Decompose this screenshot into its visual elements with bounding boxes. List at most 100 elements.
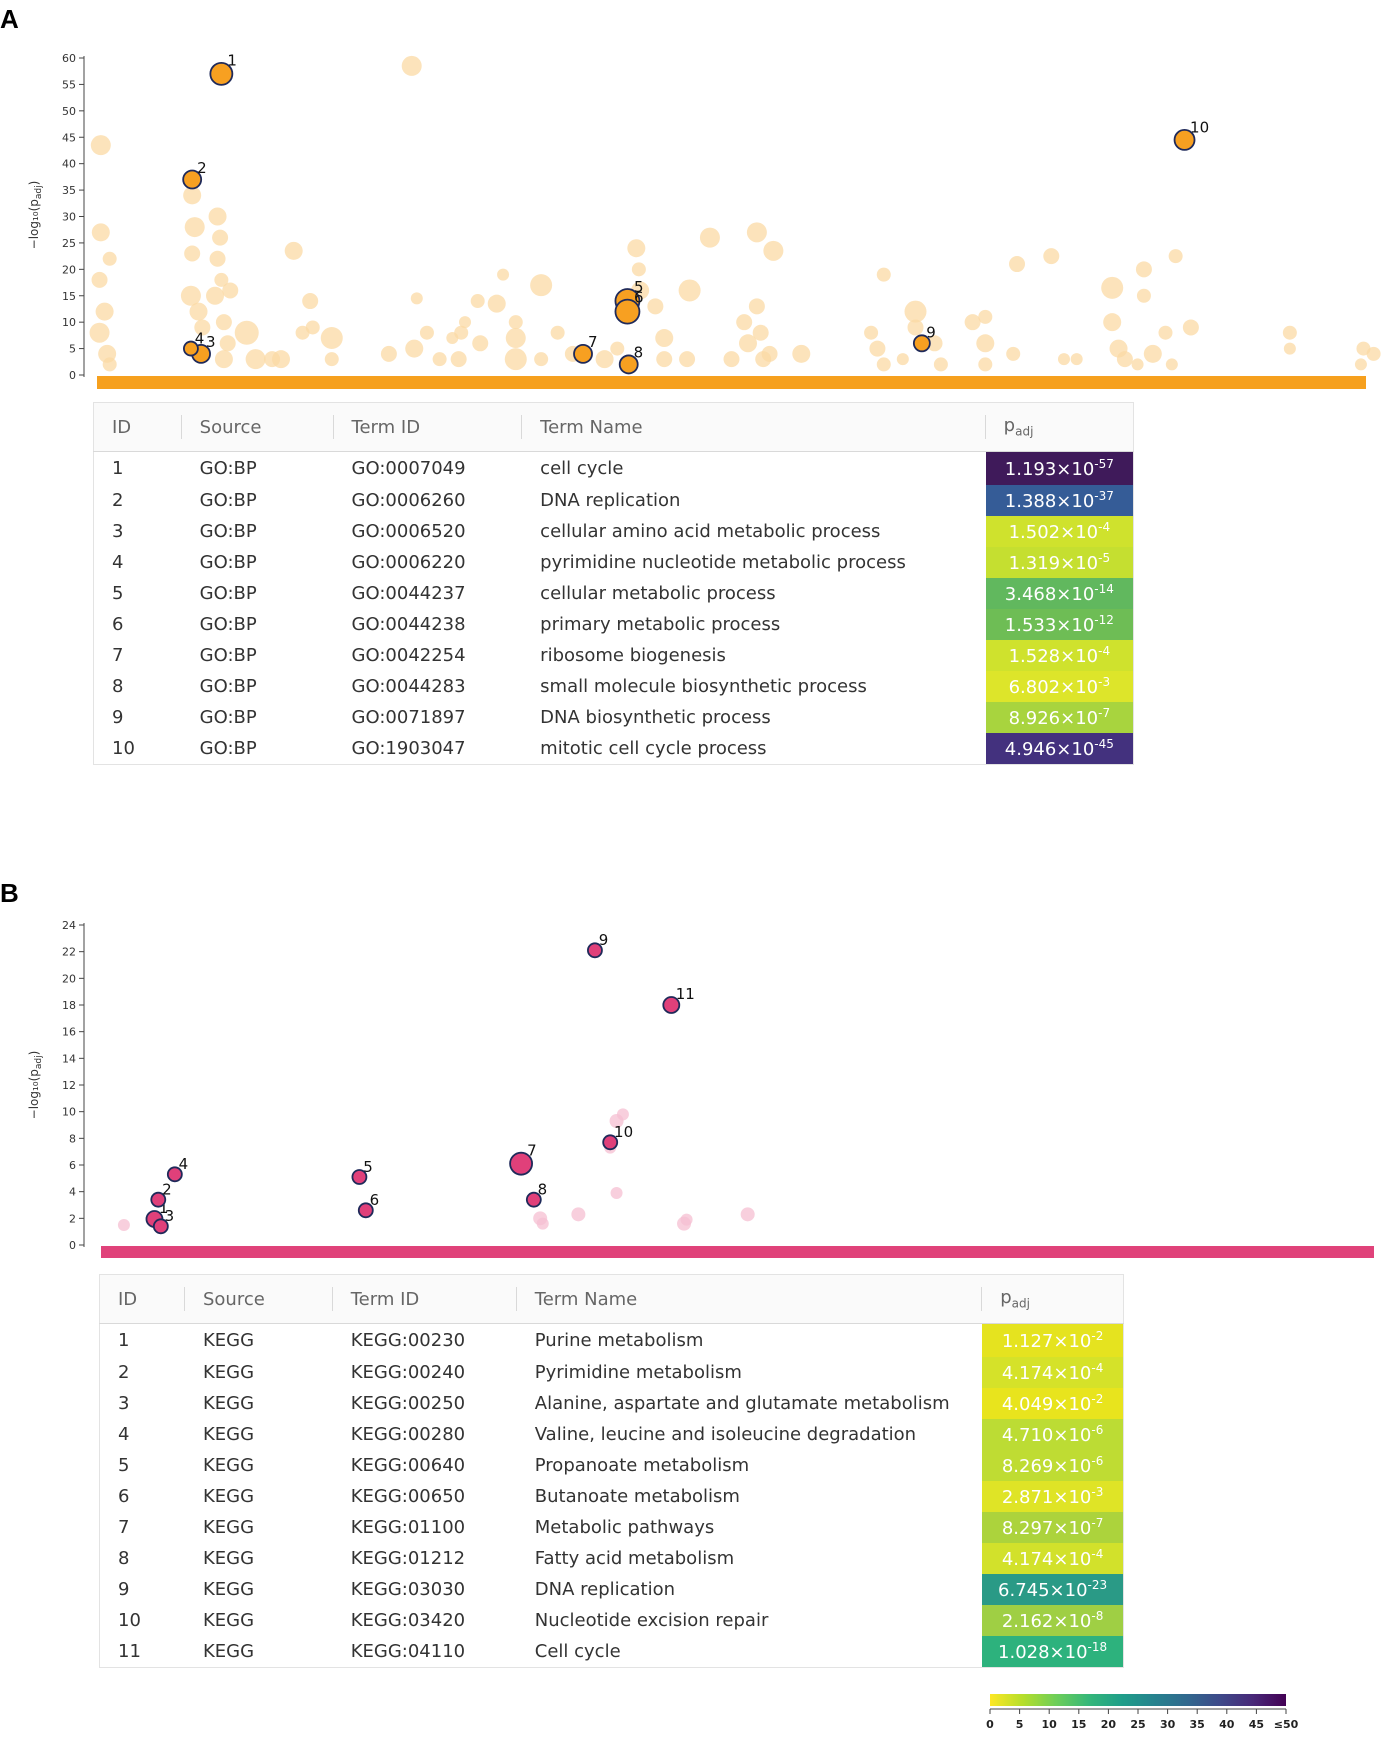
highlighted-term-point-10[interactable] bbox=[1173, 128, 1196, 151]
highlighted-term-point-1[interactable] bbox=[209, 61, 234, 86]
background-term-point bbox=[896, 353, 909, 366]
cell-id: 7 bbox=[118, 1516, 130, 1538]
highlighted-term-point-6[interactable] bbox=[614, 298, 641, 325]
y-tick-label: 4 bbox=[69, 1186, 76, 1199]
table-row[interactable]: 1 GO:BP GO:0007049 cell cycle 1.193×10-57 bbox=[94, 451, 1134, 485]
table-header-row: ID Source Term ID Term Name padj bbox=[93, 402, 1134, 452]
y-tick-label: 10 bbox=[62, 1106, 76, 1119]
col-term-name-header: Term Name bbox=[522, 402, 986, 452]
source-bar bbox=[101, 1246, 1374, 1258]
background-term-point bbox=[380, 345, 397, 362]
table-row[interactable]: 5 GO:BP GO:0044237 cellular metabolic proce… bbox=[94, 577, 1134, 609]
cell-padj: 4.710×10-6 bbox=[982, 1418, 1124, 1450]
y-tick-label: 20 bbox=[62, 263, 76, 276]
background-term-point bbox=[904, 300, 927, 323]
table-row[interactable]: 6 KEGG KEGG:00650 Butanoate metabolism 2.871… bbox=[100, 1480, 1124, 1512]
cell-term-id: GO:0044238 bbox=[351, 613, 466, 635]
cell-term-name: cellular amino acid metabolic process bbox=[540, 520, 881, 542]
cell-term-name: Purine metabolism bbox=[534, 1329, 704, 1351]
point-label-10: 10 bbox=[1190, 118, 1209, 136]
background-term-point bbox=[305, 320, 320, 335]
table-row[interactable]: 8 KEGG KEGG:01212 Fatty acid metabolism 4.17… bbox=[100, 1542, 1124, 1574]
cell-id: 8 bbox=[118, 1547, 130, 1569]
highlighted-term-point-2[interactable] bbox=[182, 169, 203, 190]
highlighted-term-point-7[interactable] bbox=[509, 1151, 533, 1176]
background-term-point bbox=[450, 351, 467, 368]
col-id-header: ID bbox=[99, 1274, 185, 1324]
highlighted-term-point-7[interactable] bbox=[573, 343, 593, 364]
table-row[interactable]: 2 GO:BP GO:0006260 DNA replication 1.388×10-… bbox=[94, 484, 1134, 516]
background-term-point bbox=[761, 345, 778, 362]
point-label-3: 3 bbox=[206, 333, 216, 351]
background-term-point bbox=[571, 1207, 586, 1222]
table-row[interactable]: 10 GO:BP GO:1903047 mitotic cell cycle proc… bbox=[94, 732, 1134, 764]
highlighted-term-point-9[interactable] bbox=[912, 334, 931, 353]
table-row[interactable]: 4 KEGG KEGG:00280 Valine, leucine and isole… bbox=[100, 1418, 1124, 1450]
background-term-point bbox=[1282, 325, 1297, 340]
cell-id: 3 bbox=[112, 520, 124, 542]
cell-padj: 6.745×10-23 bbox=[982, 1573, 1124, 1605]
point-label-4: 4 bbox=[195, 329, 205, 347]
point-label-8: 8 bbox=[634, 344, 644, 362]
point-label-6: 6 bbox=[370, 1191, 380, 1209]
highlighted-term-point-8[interactable] bbox=[525, 1191, 542, 1208]
table-row[interactable]: 7 KEGG KEGG:01100 Metabolic pathways 8.297×1… bbox=[100, 1511, 1124, 1543]
highlighted-term-point-9[interactable] bbox=[587, 942, 603, 959]
cell-padj: 4.946×10-45 bbox=[985, 732, 1134, 764]
colorbar-gradient bbox=[990, 1694, 1286, 1706]
table-row[interactable]: 4 GO:BP GO:0006220 pyrimidine nucleotide me… bbox=[94, 546, 1134, 578]
table-row[interactable]: 3 GO:BP GO:0006520 cellular amino acid meta… bbox=[94, 515, 1134, 547]
cell-source: GO:BP bbox=[199, 551, 257, 573]
cell-padj: 4.049×10-2 bbox=[982, 1387, 1124, 1419]
highlighted-term-point-6[interactable] bbox=[357, 1202, 374, 1219]
point-label-7: 7 bbox=[527, 1141, 537, 1159]
background-term-point bbox=[206, 286, 225, 305]
source-bar bbox=[97, 376, 1366, 389]
colorbar-tick-label: 40 bbox=[1219, 1718, 1235, 1731]
cell-id: 10 bbox=[118, 1609, 141, 1631]
table-row[interactable]: 7 GO:BP GO:0042254 ribosome biogenesis 1.528… bbox=[94, 639, 1134, 671]
y-tick-label: 50 bbox=[62, 105, 76, 118]
cell-term-id: GO:0044237 bbox=[351, 582, 466, 604]
colorbar-tick-label: 10 bbox=[1042, 1718, 1058, 1731]
table-row[interactable]: 6 GO:BP GO:0044238 primary metabolic proces… bbox=[94, 608, 1134, 640]
cell-source: GO:BP bbox=[199, 737, 257, 759]
table-row[interactable]: 8 GO:BP GO:0044283 small molecule biosynthe… bbox=[94, 670, 1134, 702]
table-row[interactable]: 11 KEGG KEGG:04110 Cell cycle 1.028×10-18 bbox=[100, 1635, 1124, 1667]
background-term-point bbox=[656, 351, 673, 368]
point-label-9: 9 bbox=[926, 323, 936, 341]
table-row[interactable]: 10 KEGG KEGG:03420 Nucleotide excision repa… bbox=[100, 1604, 1124, 1636]
background-term-point bbox=[1131, 358, 1144, 371]
cell-term-name: Propanoate metabolism bbox=[534, 1454, 750, 1476]
table-row[interactable]: 9 GO:BP GO:0071897 DNA biosynthetic process… bbox=[94, 701, 1134, 733]
cell-term-name: cellular metabolic process bbox=[540, 582, 776, 604]
background-term-point bbox=[214, 272, 229, 287]
table-row[interactable]: 5 KEGG KEGG:00640 Propanoate metabolism 8.26… bbox=[100, 1449, 1124, 1481]
table-row[interactable]: 9 KEGG KEGG:03030 DNA replication 6.745×10-2… bbox=[100, 1573, 1124, 1605]
background-term-point bbox=[595, 350, 614, 369]
cell-term-id: KEGG:01100 bbox=[350, 1516, 466, 1538]
background-term-point bbox=[272, 350, 291, 369]
cell-id: 1 bbox=[112, 457, 124, 479]
background-term-point bbox=[504, 348, 527, 371]
point-label-1: 1 bbox=[227, 52, 237, 70]
table-row[interactable]: 1 KEGG KEGG:00230 Purine metabolism 1.127×10… bbox=[100, 1323, 1124, 1357]
highlighted-term-point-4[interactable] bbox=[166, 1166, 183, 1183]
highlighted-term-point-4[interactable] bbox=[183, 340, 199, 357]
table-row[interactable]: 2 KEGG KEGG:00240 Pyrimidine metabolism 4.17… bbox=[100, 1356, 1124, 1388]
cell-term-id: KEGG:00250 bbox=[350, 1392, 466, 1414]
highlighted-term-point-8[interactable] bbox=[618, 354, 639, 375]
background-term-point bbox=[189, 302, 208, 321]
point-label-6: 6 bbox=[634, 289, 644, 307]
background-term-point bbox=[748, 298, 765, 315]
background-term-point bbox=[459, 316, 472, 329]
highlighted-term-point-5[interactable] bbox=[351, 1169, 368, 1185]
table-row[interactable]: 3 KEGG KEGG:00250 Alanine, aspartate and gl… bbox=[100, 1387, 1124, 1419]
cell-id: 4 bbox=[112, 551, 124, 573]
cell-term-id: GO:0006220 bbox=[351, 551, 466, 573]
highlighted-term-point-2[interactable] bbox=[150, 1191, 167, 1208]
highlighted-term-point-10[interactable] bbox=[602, 1134, 619, 1151]
highlighted-term-point-11[interactable] bbox=[662, 996, 681, 1014]
background-term-point bbox=[1283, 342, 1296, 355]
highlighted-term-point-3[interactable] bbox=[152, 1218, 169, 1235]
